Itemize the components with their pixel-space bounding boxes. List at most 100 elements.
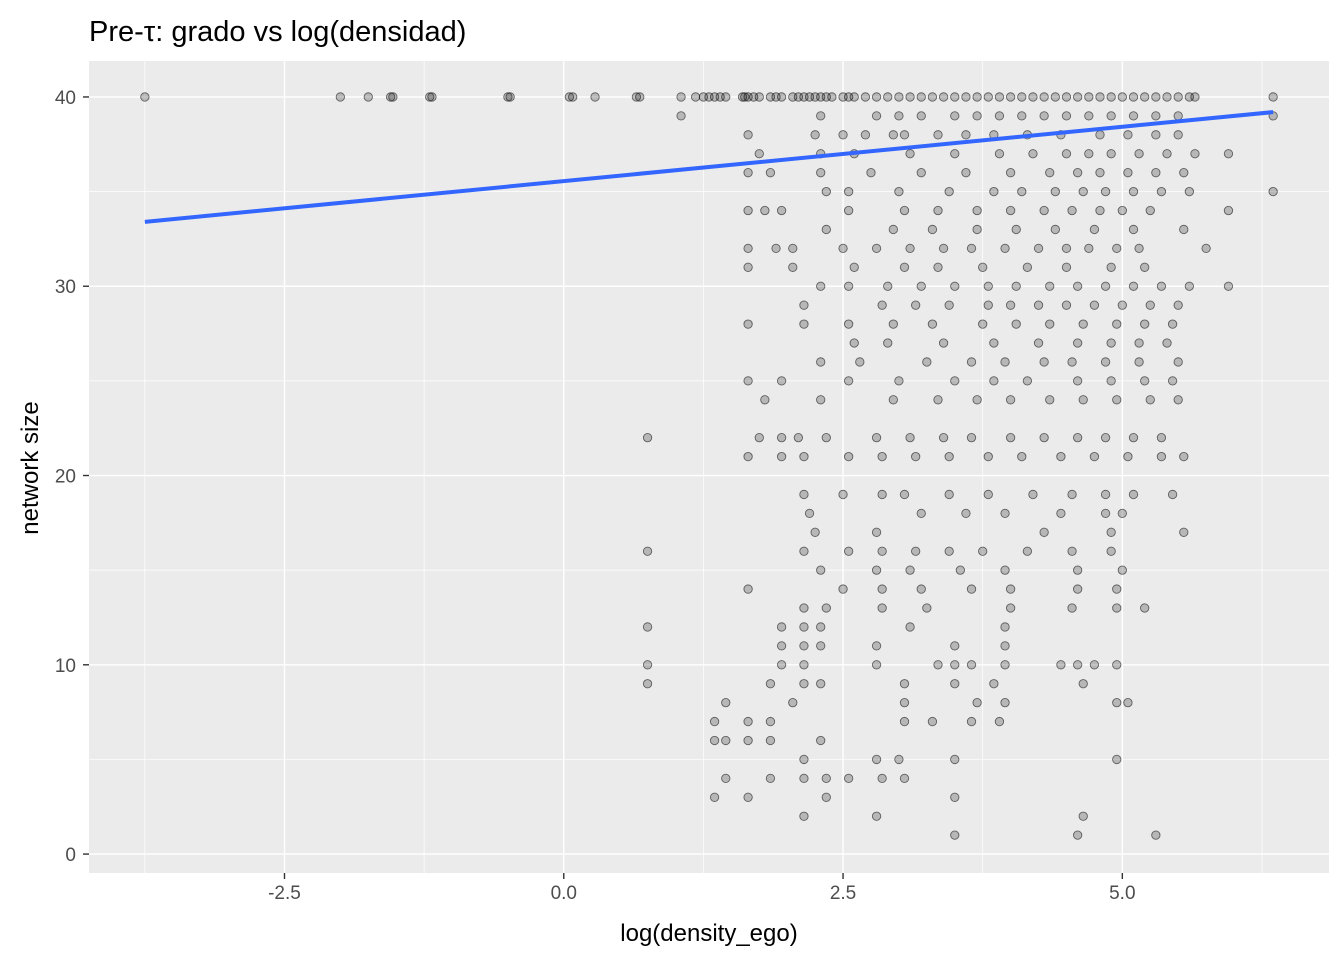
data-point [1151, 130, 1161, 140]
data-point [871, 433, 882, 443]
data-point [1173, 130, 1183, 140]
data-point [933, 395, 943, 405]
data-point [1112, 584, 1122, 594]
data-point [905, 565, 915, 575]
data-point [1005, 433, 1016, 443]
data-point [927, 224, 938, 235]
data-point [1073, 168, 1083, 178]
data-point [1073, 565, 1083, 575]
data-point [1011, 224, 1021, 235]
data-point [944, 546, 954, 556]
data-point [860, 92, 871, 102]
data-point [1000, 660, 1010, 670]
data-point [1100, 489, 1111, 500]
data-point [916, 92, 926, 102]
data-point [1100, 433, 1111, 443]
data-point [754, 149, 764, 159]
data-point [1089, 300, 1100, 310]
data-point [709, 716, 720, 727]
data-point [978, 546, 988, 556]
data-point [1078, 319, 1088, 329]
data-point [721, 773, 731, 784]
data-point [1106, 149, 1116, 159]
data-point [1039, 357, 1049, 367]
data-point [972, 224, 982, 235]
data-point [966, 660, 977, 670]
data-point [1100, 508, 1111, 519]
data-point [871, 111, 882, 121]
data-point [1112, 660, 1122, 670]
data-point [1151, 830, 1161, 840]
data-point [1056, 451, 1066, 462]
data-point [827, 92, 837, 102]
data-point [922, 357, 932, 367]
data-point [927, 92, 938, 102]
data-point [765, 773, 776, 784]
data-point [1112, 395, 1122, 405]
data-point [1140, 603, 1150, 613]
data-point [1128, 111, 1139, 121]
data-point [950, 641, 960, 651]
data-point [1162, 338, 1172, 348]
data-point [1073, 338, 1083, 348]
data-point [743, 735, 753, 746]
data-point [1167, 319, 1178, 329]
data-point [938, 338, 949, 348]
data-point [983, 92, 993, 102]
data-point [888, 395, 898, 405]
data-point [1167, 376, 1178, 386]
data-point [1022, 376, 1033, 386]
data-point [1140, 262, 1150, 272]
data-point [950, 679, 960, 689]
data-point [849, 338, 859, 348]
data-point [1067, 489, 1077, 500]
data-point [966, 357, 977, 367]
data-point [743, 376, 753, 386]
data-point [1106, 111, 1116, 121]
data-point [765, 168, 776, 178]
data-point [1033, 338, 1044, 348]
data-point [871, 527, 882, 537]
data-point [883, 338, 893, 348]
data-point [140, 92, 150, 102]
data-point [933, 205, 943, 216]
data-point [642, 622, 653, 632]
data-point [911, 300, 921, 310]
data-point [335, 92, 345, 102]
trend-line [144, 110, 1274, 224]
data-point [916, 168, 926, 178]
data-point [1145, 205, 1155, 216]
data-point [1095, 130, 1105, 140]
data-point [1005, 300, 1016, 310]
data-point [1000, 641, 1010, 651]
data-point [635, 92, 645, 102]
data-point [816, 281, 826, 291]
data-point [938, 433, 949, 443]
data-point [1117, 300, 1127, 310]
data-point [1145, 395, 1155, 405]
data-point [1089, 451, 1100, 462]
data-point [743, 168, 753, 178]
x-tick-label: 5.0 [1109, 883, 1135, 904]
data-point [816, 111, 826, 121]
data-point [1078, 679, 1088, 689]
data-point [1173, 395, 1183, 405]
data-point [1078, 395, 1088, 405]
data-point [1112, 243, 1122, 254]
data-point [816, 622, 826, 632]
data-point [1100, 281, 1111, 291]
data-point [765, 716, 776, 727]
data-point [894, 754, 904, 765]
data-point [743, 130, 753, 140]
data-point [905, 433, 915, 443]
data-point [899, 130, 910, 140]
data-point [1017, 451, 1027, 462]
data-point [505, 92, 515, 102]
data-point [911, 451, 921, 462]
data-point [866, 168, 876, 178]
data-point [944, 300, 954, 310]
data-point [743, 205, 753, 216]
data-point [1028, 489, 1038, 500]
data-point [877, 773, 887, 784]
axis-tick-labels: -2.5 0.0 2.5 5.0 0 10 20 30 40 [55, 88, 1136, 904]
